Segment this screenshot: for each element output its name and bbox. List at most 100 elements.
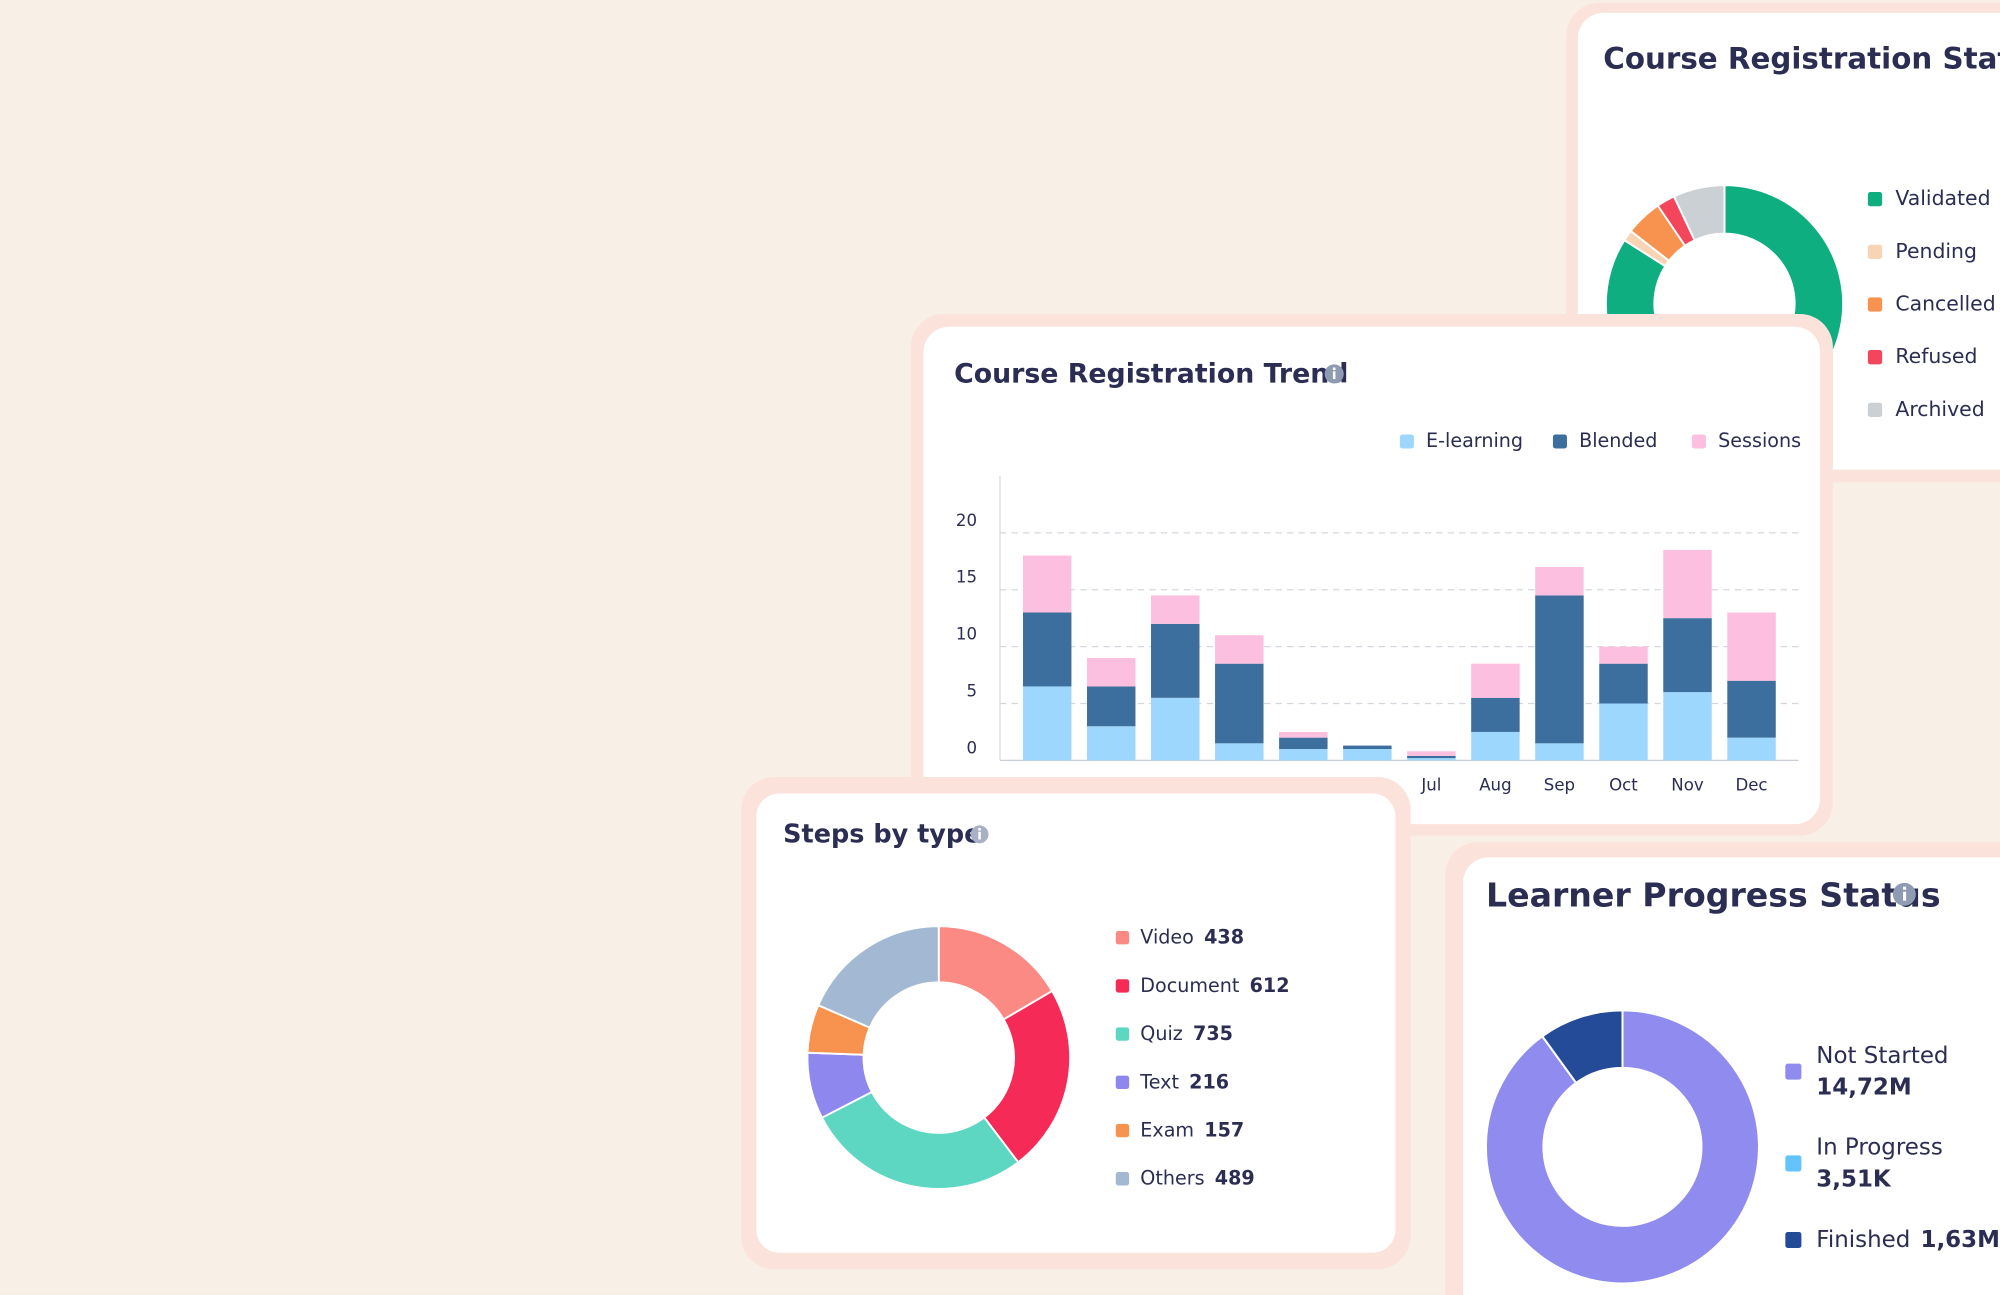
x-tick-label: Aug <box>1479 775 1511 794</box>
legend-swatch <box>1115 979 1130 993</box>
legend-swatch <box>1115 1123 1130 1138</box>
bar-segment <box>1022 686 1072 761</box>
legend-label: Not Started <box>1816 1043 1948 1069</box>
legend-label: Blended <box>1579 429 1657 452</box>
y-tick-label: 5 <box>966 682 977 701</box>
bar-segment <box>1151 623 1200 698</box>
legend-label: Validated <box>1895 186 1990 210</box>
bar-segment <box>1279 737 1328 750</box>
bar-segment <box>1535 743 1584 761</box>
info-icon[interactable] <box>970 825 989 844</box>
bar-segment <box>1086 657 1136 687</box>
legend-value: 1,63M <box>1920 1226 1999 1252</box>
legend-name: Text <box>1139 1070 1179 1093</box>
card-registration-trend: Course Registration Trend 0 5 10 15 20 Jul Aug… <box>910 313 1833 836</box>
card <box>923 326 1821 825</box>
bar-segment <box>1407 751 1456 756</box>
legend-swatch <box>1867 244 1883 259</box>
legend-label: E-learning <box>1426 429 1523 452</box>
legend-value: 3,51K <box>1816 1167 1892 1193</box>
bar-segment <box>1599 663 1648 704</box>
legend-name: Exam <box>1140 1118 1194 1141</box>
legend-label: Quiz 735 <box>1140 1022 1233 1045</box>
donut-slice <box>820 1090 1020 1190</box>
y-tick-label: 10 <box>956 625 977 644</box>
legend-value: 612 <box>1250 973 1290 996</box>
donut-slice <box>1541 1009 1624 1085</box>
bar-segment <box>1086 686 1136 727</box>
legend-label: Video 438 <box>1140 925 1244 948</box>
donut-slice <box>817 925 940 1029</box>
legend-name: Others <box>1140 1166 1204 1189</box>
legend-value: 735 <box>1193 1022 1233 1045</box>
legend-label: Text 216 <box>1139 1070 1229 1093</box>
legend-swatch <box>1867 297 1883 312</box>
legend-swatch <box>1115 1027 1130 1041</box>
bar-segment <box>1727 737 1776 761</box>
x-tick-label: Nov <box>1671 775 1704 794</box>
legend-name: Document <box>1140 973 1240 996</box>
legend-label: Archived <box>1895 397 1984 421</box>
card-title: Course Registration Trend <box>954 359 1348 390</box>
legend-value: 489 <box>1215 1166 1255 1189</box>
legend-swatch <box>1115 1172 1130 1186</box>
bar-segment <box>1215 663 1264 744</box>
legend-name: Quiz <box>1140 1022 1183 1045</box>
card-steps-by-type: Steps by type Video 438 Document 612 Quiz 735… <box>741 776 1411 1270</box>
legend-label: Exam 157 <box>1140 1118 1244 1141</box>
info-icon[interactable] <box>1892 882 1916 906</box>
bar-segment <box>1535 595 1584 744</box>
bar-segment <box>1471 697 1520 732</box>
legend-swatch <box>1399 434 1414 449</box>
legend-swatch <box>1115 1075 1130 1090</box>
bar-segment <box>1663 618 1712 693</box>
bar-segment <box>1151 697 1200 761</box>
legend-swatch <box>1785 1231 1802 1249</box>
bar-segment <box>1663 692 1712 761</box>
bar-segment <box>1279 749 1328 761</box>
bar-segment <box>1279 731 1328 738</box>
info-icon[interactable] <box>1324 364 1344 384</box>
bar-segment <box>1022 555 1072 613</box>
x-tick-label: Dec <box>1735 775 1767 794</box>
bar-segment <box>1407 755 1456 759</box>
y-tick-label: 15 <box>956 568 977 587</box>
bar-segment <box>1599 703 1648 761</box>
bar-segment <box>1727 612 1776 681</box>
legend-name: Finished <box>1816 1226 1910 1252</box>
legend-swatch <box>1552 434 1567 449</box>
legend-swatch <box>1867 350 1883 365</box>
bar-segment <box>1086 726 1136 761</box>
card-title: Course Registration Status <box>1603 42 2000 76</box>
legend-label: In Progress <box>1816 1135 1942 1161</box>
bar-segment <box>1215 635 1264 664</box>
legend-swatch <box>1785 1155 1802 1172</box>
card-title: Learner Progress Status <box>1486 875 1941 914</box>
x-tick-label: Sep <box>1544 775 1575 794</box>
legend-label: Pending <box>1895 239 1977 263</box>
bar-segment <box>1599 646 1648 664</box>
legend-label: Refused <box>1895 344 1977 368</box>
legend-swatch <box>1867 192 1883 207</box>
bar-segment <box>1022 612 1072 687</box>
bar-segment <box>1407 758 1456 761</box>
legend-label: Sessions <box>1718 429 1801 452</box>
bar-segment <box>1343 745 1392 750</box>
bar-segment <box>1535 566 1584 596</box>
donut-slice <box>1485 1009 1760 1285</box>
y-tick-label: 0 <box>966 738 977 757</box>
legend-label: Others 489 <box>1140 1166 1254 1189</box>
card-learner-progress: Learner Progress Status Not Started 14,72… <box>1445 842 2000 1295</box>
x-tick-label: Jul <box>1420 775 1441 794</box>
legend-swatch <box>1785 1063 1802 1080</box>
x-tick-label: Oct <box>1609 775 1638 794</box>
legend-value: 216 <box>1189 1070 1229 1093</box>
bar-segment <box>1215 743 1264 761</box>
legend-value: 438 <box>1204 925 1244 948</box>
bar-segment <box>1471 663 1520 698</box>
card-title: Steps by type <box>783 820 981 850</box>
y-tick-label: 20 <box>956 511 977 530</box>
bar-segment <box>1727 680 1776 738</box>
